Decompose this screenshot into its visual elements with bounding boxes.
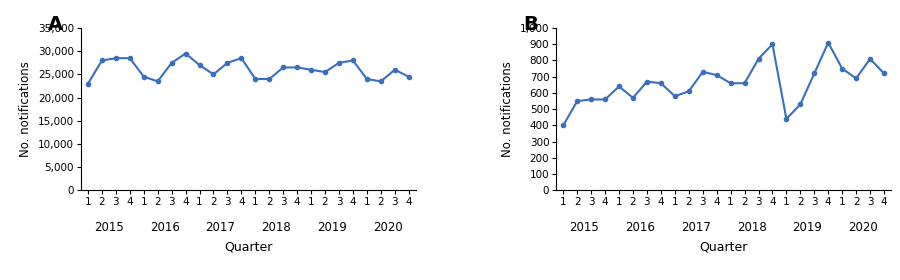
Y-axis label: No. notifications: No. notifications — [501, 61, 514, 157]
Text: 2018: 2018 — [261, 221, 291, 234]
Text: Quarter: Quarter — [699, 241, 748, 253]
Text: 2018: 2018 — [737, 221, 767, 234]
Text: 2019: 2019 — [792, 221, 823, 234]
Y-axis label: No. notifications: No. notifications — [20, 61, 32, 157]
Text: 2015: 2015 — [570, 221, 599, 234]
Text: 2017: 2017 — [680, 221, 711, 234]
Text: 2016: 2016 — [625, 221, 655, 234]
Text: A: A — [48, 15, 63, 34]
Text: 2020: 2020 — [373, 221, 402, 234]
Text: 2015: 2015 — [94, 221, 124, 234]
Text: 2019: 2019 — [317, 221, 347, 234]
Text: B: B — [523, 15, 537, 34]
Text: 2020: 2020 — [848, 221, 878, 234]
Text: 2017: 2017 — [205, 221, 236, 234]
Text: 2016: 2016 — [149, 221, 180, 234]
Text: Quarter: Quarter — [224, 241, 273, 253]
